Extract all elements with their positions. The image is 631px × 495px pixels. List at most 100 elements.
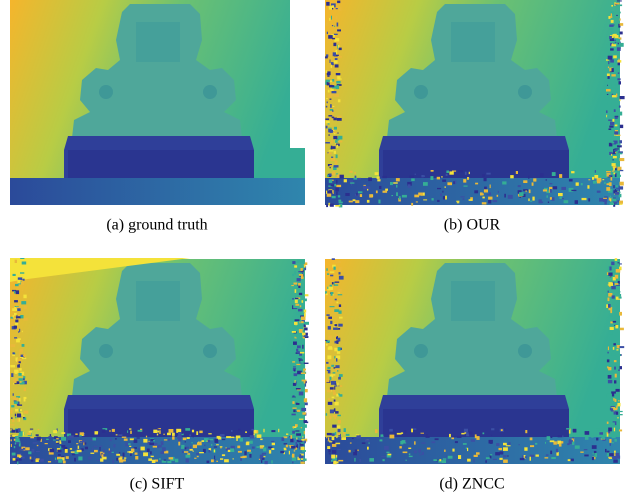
noise: [619, 11, 621, 14]
noise: [300, 461, 305, 464]
caption: (a) ground truth: [106, 217, 207, 234]
noise: [616, 38, 621, 43]
noise: [334, 38, 340, 42]
noise: [617, 145, 622, 148]
noise: [338, 376, 341, 380]
noise: [16, 285, 19, 289]
noise: [378, 199, 381, 204]
noise: [452, 170, 457, 172]
noise: [297, 351, 300, 354]
noise: [498, 447, 502, 451]
noise: [379, 185, 382, 189]
noise: [299, 305, 302, 308]
noise: [399, 446, 402, 449]
noise: [327, 398, 331, 401]
noise: [606, 359, 610, 363]
noise: [615, 452, 620, 457]
noise: [489, 454, 492, 459]
noise: [466, 432, 470, 437]
noise: [300, 458, 301, 462]
noise: [328, 335, 332, 339]
noise: [297, 400, 302, 403]
noise: [297, 259, 301, 263]
noise: [15, 266, 17, 270]
noise: [331, 436, 335, 441]
noise: [74, 457, 76, 462]
noise: [264, 461, 268, 465]
noise: [545, 179, 547, 181]
noise: [298, 391, 304, 396]
noise: [607, 66, 609, 69]
noise: [613, 411, 617, 415]
noise: [458, 170, 463, 173]
noise: [84, 446, 88, 450]
noise: [296, 409, 301, 412]
noise: [35, 434, 39, 437]
noise: [47, 461, 52, 463]
noise: [333, 327, 338, 330]
noise: [610, 11, 615, 15]
noise: [23, 417, 27, 421]
noise: [281, 437, 285, 441]
noise: [608, 272, 613, 276]
noise: [13, 382, 15, 385]
noise: [332, 146, 336, 149]
noise: [619, 42, 624, 47]
noise: [163, 459, 167, 461]
noise: [610, 177, 613, 181]
noise: [413, 428, 417, 430]
noise: [80, 448, 84, 451]
noise: [335, 138, 340, 140]
noise: [327, 369, 331, 374]
noise: [111, 451, 114, 453]
noise: [338, 323, 343, 327]
noise: [295, 333, 298, 338]
noise: [302, 412, 307, 415]
noise: [292, 407, 297, 409]
noise: [31, 448, 35, 453]
noise: [618, 23, 621, 28]
noise: [609, 407, 614, 411]
noise: [618, 142, 621, 146]
noise: [143, 452, 148, 457]
noise: [331, 396, 335, 399]
noise: [291, 413, 296, 416]
noise: [335, 454, 338, 458]
noise: [109, 438, 112, 442]
noise: [328, 185, 333, 187]
noise: [339, 436, 341, 441]
noise: [61, 456, 65, 461]
noise: [580, 183, 583, 186]
noise: [168, 438, 170, 441]
noise: [134, 452, 138, 455]
noise: [348, 200, 353, 203]
noise: [609, 37, 614, 41]
noise: [599, 197, 604, 202]
noise: [325, 191, 327, 193]
noise: [295, 297, 299, 299]
noise: [303, 335, 308, 337]
noise: [303, 421, 309, 424]
noise: [599, 430, 603, 433]
noise: [331, 34, 335, 37]
noise: [184, 446, 189, 449]
noise: [16, 381, 20, 385]
noise: [396, 432, 402, 435]
noise: [17, 418, 19, 422]
noise: [607, 141, 613, 143]
noise: [614, 2, 620, 5]
noise: [133, 439, 138, 443]
noise: [604, 181, 606, 185]
noise: [123, 438, 128, 441]
noise: [331, 450, 337, 454]
noise: [300, 267, 303, 272]
noise: [182, 437, 187, 441]
noise: [413, 450, 417, 454]
noise: [293, 440, 295, 443]
noise: [325, 105, 328, 108]
noise: [335, 8, 338, 10]
noise: [611, 153, 613, 156]
noise: [328, 316, 332, 319]
noise: [332, 424, 337, 428]
noise: [14, 337, 18, 339]
